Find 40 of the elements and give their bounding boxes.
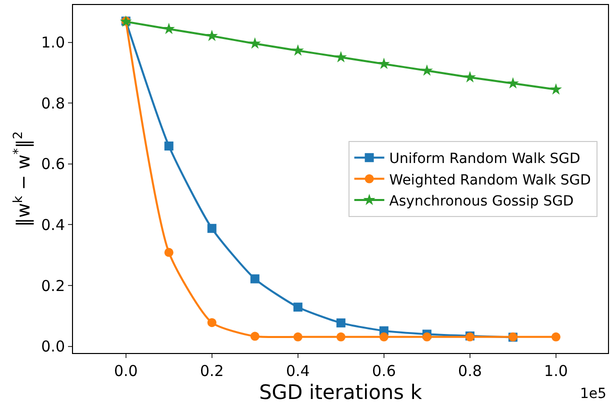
- y-tick-label: 0.4: [41, 216, 65, 234]
- point: [378, 58, 390, 70]
- x-tick-label: 0.4: [286, 362, 310, 380]
- point: [334, 50, 347, 62]
- point: [164, 142, 174, 151]
- legend-label: Weighted Random Walk SGD: [389, 172, 591, 188]
- y-tick-label: 0.0: [41, 338, 65, 356]
- point: [206, 30, 218, 42]
- x-tick-label: 1.0: [544, 362, 568, 380]
- point: [250, 274, 260, 284]
- point: [506, 77, 519, 89]
- legend-label: Asynchronous Gossip SGD: [389, 193, 574, 210]
- point: [293, 332, 302, 342]
- y-tick-label: 0.6: [41, 155, 65, 174]
- point: [464, 71, 476, 82]
- point: [250, 332, 260, 341]
- y-tick-label: 0.2: [41, 276, 65, 295]
- y-tick-label: 0.8: [41, 94, 65, 112]
- point: [207, 318, 216, 328]
- point: [164, 248, 174, 257]
- point: [422, 332, 432, 342]
- point: [162, 22, 175, 34]
- point: [336, 332, 346, 342]
- x-axis-title: SGD iterations k: [259, 380, 422, 404]
- y-tick-label: 1.0: [41, 34, 65, 52]
- x-tick-label: 0.8: [458, 362, 482, 380]
- point: [551, 332, 560, 342]
- point: [379, 332, 388, 342]
- point: [248, 37, 261, 49]
- point: [336, 318, 346, 328]
- point: [293, 302, 302, 312]
- point: [550, 83, 562, 95]
- x-tick-label: 0.0: [114, 362, 138, 380]
- point: [207, 224, 216, 233]
- point: [420, 64, 433, 76]
- text: 1e5: [580, 386, 606, 402]
- x-tick-label: 0.6: [372, 362, 396, 380]
- point: [292, 44, 304, 56]
- legend-label: Uniform Random Walk SGD: [389, 151, 580, 168]
- x-tick-label: 0.2: [200, 362, 224, 380]
